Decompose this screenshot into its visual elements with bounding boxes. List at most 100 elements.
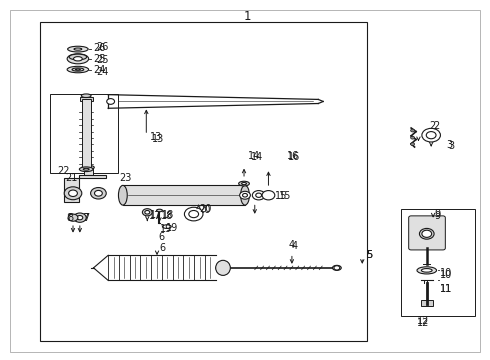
Bar (49, 94, 118, 173)
Bar (421, 300, 433, 306)
Text: 9: 9 (435, 209, 441, 219)
Text: 13: 13 (152, 134, 165, 144)
Text: 14: 14 (251, 152, 264, 162)
Bar (82, 99, 91, 167)
Text: 15: 15 (279, 191, 292, 201)
Ellipse shape (83, 168, 89, 170)
Text: 21: 21 (65, 173, 77, 183)
Circle shape (74, 213, 86, 222)
Text: 2: 2 (434, 121, 440, 131)
Ellipse shape (162, 225, 171, 228)
Text: 22: 22 (57, 166, 70, 176)
Circle shape (411, 143, 415, 145)
Ellipse shape (262, 190, 275, 200)
Text: 17: 17 (150, 210, 162, 220)
Text: 9: 9 (435, 211, 441, 221)
Text: 10: 10 (441, 270, 453, 280)
Text: 12: 12 (417, 319, 430, 328)
Circle shape (77, 216, 83, 220)
Text: 7: 7 (82, 213, 89, 222)
Bar (80, 97, 93, 101)
Text: 25: 25 (94, 54, 106, 64)
Text: 11: 11 (441, 284, 453, 294)
Circle shape (95, 190, 102, 196)
Bar (401, 209, 475, 316)
Text: 4: 4 (292, 241, 297, 251)
Text: 8: 8 (67, 213, 73, 222)
Circle shape (422, 230, 432, 237)
Ellipse shape (72, 68, 84, 71)
Text: 4: 4 (288, 240, 294, 250)
Text: 17: 17 (149, 211, 161, 221)
Text: 15: 15 (275, 191, 288, 201)
FancyBboxPatch shape (409, 216, 445, 250)
Text: 7: 7 (83, 213, 89, 223)
Ellipse shape (216, 260, 230, 275)
Ellipse shape (419, 228, 434, 239)
Text: 5: 5 (366, 250, 372, 260)
Ellipse shape (157, 209, 162, 212)
Ellipse shape (243, 193, 247, 197)
Ellipse shape (75, 69, 80, 70)
Bar (40, 22, 367, 341)
Circle shape (69, 190, 77, 197)
Text: 24: 24 (96, 67, 108, 77)
Ellipse shape (74, 57, 82, 61)
Text: 13: 13 (150, 132, 162, 142)
Ellipse shape (252, 190, 265, 200)
Text: 26: 26 (94, 43, 106, 53)
Ellipse shape (79, 167, 93, 172)
Text: 19: 19 (160, 224, 172, 234)
Ellipse shape (67, 66, 89, 73)
Text: 24: 24 (94, 64, 106, 75)
Ellipse shape (242, 183, 246, 185)
Ellipse shape (119, 185, 127, 205)
Ellipse shape (417, 267, 437, 274)
Circle shape (107, 99, 115, 104)
Circle shape (68, 214, 78, 221)
Ellipse shape (256, 193, 262, 197)
Bar (123, 185, 245, 205)
Text: 10: 10 (441, 268, 453, 278)
Text: 3: 3 (446, 140, 452, 150)
Ellipse shape (81, 94, 91, 98)
Text: 14: 14 (248, 151, 261, 161)
Circle shape (64, 187, 82, 200)
Text: 20: 20 (198, 206, 211, 216)
Text: 19: 19 (166, 224, 178, 233)
Ellipse shape (67, 54, 89, 64)
Text: 12: 12 (417, 316, 430, 325)
Ellipse shape (184, 207, 203, 221)
Ellipse shape (68, 46, 88, 52)
Text: 16: 16 (288, 152, 300, 162)
Ellipse shape (82, 165, 94, 170)
Text: 5: 5 (366, 250, 372, 260)
Text: 11: 11 (441, 284, 453, 294)
Circle shape (411, 129, 415, 132)
Text: 18: 18 (162, 210, 174, 220)
Text: 16: 16 (287, 150, 299, 161)
Ellipse shape (426, 132, 436, 139)
Ellipse shape (421, 269, 432, 272)
Ellipse shape (241, 185, 249, 205)
Polygon shape (64, 175, 106, 202)
Text: 23: 23 (119, 173, 131, 183)
Ellipse shape (422, 129, 441, 142)
Circle shape (334, 266, 340, 270)
Text: 20: 20 (199, 204, 212, 215)
Text: 18: 18 (161, 211, 173, 221)
Circle shape (91, 188, 106, 199)
Text: 8: 8 (67, 213, 73, 223)
Text: 25: 25 (96, 55, 108, 65)
Circle shape (143, 209, 152, 216)
Text: 6: 6 (159, 243, 165, 253)
Text: 26: 26 (96, 42, 108, 52)
Circle shape (145, 211, 150, 214)
Text: 3: 3 (449, 141, 455, 151)
Ellipse shape (74, 48, 82, 50)
Circle shape (411, 136, 415, 139)
Text: 6: 6 (158, 232, 164, 242)
Ellipse shape (239, 181, 249, 186)
Ellipse shape (332, 265, 341, 270)
Text: 2: 2 (429, 121, 436, 131)
